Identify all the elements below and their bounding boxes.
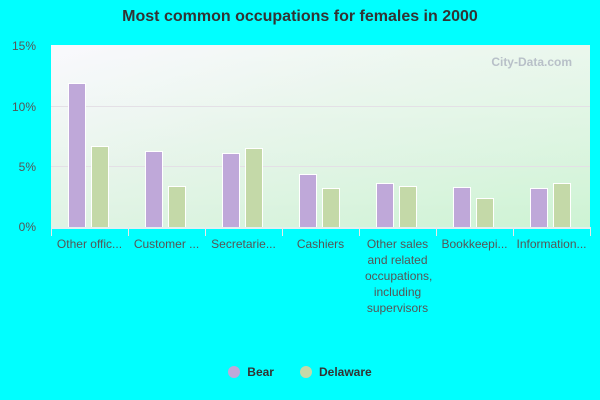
- x-axis-label: Customer ...: [133, 237, 200, 251]
- bar-bear[interactable]: [68, 82, 86, 227]
- x-tick: [205, 227, 206, 236]
- legend: Bear Delaware: [0, 365, 600, 379]
- x-axis-label: Bookkeepi...: [441, 237, 508, 251]
- x-axis-label: Other sales and related occupations, inc…: [365, 237, 433, 315]
- x-axis-label: Other offic...: [56, 237, 123, 251]
- legend-dot-icon: [299, 366, 312, 378]
- x-axis-label: Cashiers: [296, 237, 345, 251]
- x-tick: [513, 227, 514, 236]
- plot-area: City-Data.com: [51, 45, 590, 227]
- y-tick-10: 10%: [11, 100, 36, 114]
- bar-delaware[interactable]: [553, 183, 571, 227]
- bar-bear[interactable]: [222, 153, 240, 227]
- bar-bear[interactable]: [530, 188, 548, 227]
- bar-bear[interactable]: [376, 183, 394, 227]
- bar-delaware[interactable]: [399, 185, 417, 227]
- x-tick: [590, 227, 591, 236]
- legend-dot-icon: [228, 366, 241, 378]
- bar-bear[interactable]: [145, 150, 163, 227]
- x-axis: [51, 227, 590, 229]
- y-tick-5: 5%: [18, 160, 36, 174]
- legend-item-bear[interactable]: Bear: [228, 365, 274, 379]
- x-axis-label: Information...: [516, 237, 587, 251]
- gridline-5: [51, 166, 590, 167]
- legend-item-delaware[interactable]: Delaware: [299, 365, 372, 379]
- bar-bear[interactable]: [299, 173, 317, 227]
- bar-delaware[interactable]: [245, 148, 263, 227]
- bar-delaware[interactable]: [476, 197, 494, 227]
- x-tick: [51, 227, 52, 236]
- x-tick: [359, 227, 360, 236]
- bar-bear[interactable]: [453, 186, 471, 227]
- y-tick-0: 0%: [18, 220, 36, 234]
- bar-delaware[interactable]: [322, 188, 340, 227]
- bar-delaware[interactable]: [91, 145, 109, 227]
- gridline-10: [51, 106, 590, 107]
- y-tick-15: 15%: [11, 39, 36, 53]
- legend-label: Bear: [247, 365, 274, 379]
- x-axis-label: Secretarie...: [211, 237, 276, 251]
- bar-delaware[interactable]: [168, 185, 186, 227]
- chart-title: Most common occupations for females in 2…: [122, 8, 478, 25]
- x-tick: [436, 227, 437, 236]
- legend-label: Delaware: [318, 365, 372, 379]
- x-tick: [282, 227, 283, 236]
- watermark: City-Data.com: [491, 55, 572, 69]
- x-tick: [128, 227, 129, 236]
